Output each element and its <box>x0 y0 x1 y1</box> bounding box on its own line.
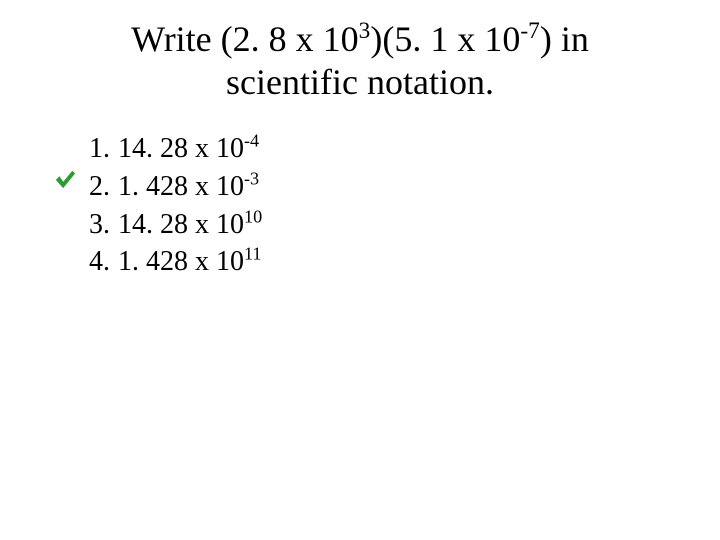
answer-exponent: -4 <box>244 131 259 151</box>
answer-text: 14. 28 x 1010 <box>118 206 262 244</box>
checkmark-icon <box>54 168 76 190</box>
answer-number: 1. <box>80 130 118 168</box>
answer-row: 2.1. 428 x 10-3 <box>50 168 262 206</box>
answer-exponent: 11 <box>244 244 262 264</box>
answer-mantissa: 14. 28 x 10 <box>118 133 244 164</box>
answer-marker <box>50 168 80 190</box>
answer-text: 1. 428 x 10-3 <box>118 168 259 206</box>
answer-text: 1. 428 x 1011 <box>118 243 262 281</box>
title-suffix: ) in <box>540 19 589 59</box>
title-prefix: Write (2. 8 x 10 <box>131 19 359 59</box>
title-line2: scientific notation. <box>226 62 494 102</box>
answer-exponent: -3 <box>244 168 259 188</box>
question-title: Write (2. 8 x 103)(5. 1 x 10-7) in scien… <box>0 18 720 104</box>
answer-mantissa: 1. 428 x 10 <box>118 171 244 202</box>
answer-text: 14. 28 x 10-4 <box>118 130 259 168</box>
answer-row: 1.14. 28 x 10-4 <box>50 130 262 168</box>
answer-row: 3.14. 28 x 1010 <box>50 206 262 244</box>
title-line1: Write (2. 8 x 103)(5. 1 x 10-7) in <box>131 19 589 59</box>
answer-number: 3. <box>80 206 118 244</box>
title-exp1: 3 <box>359 18 371 44</box>
answer-mantissa: 14. 28 x 10 <box>118 209 244 240</box>
answer-row: 4.1. 428 x 1011 <box>50 243 262 281</box>
answer-number: 2. <box>80 168 118 206</box>
answer-exponent: 10 <box>244 206 262 226</box>
title-exp2: -7 <box>520 18 540 44</box>
title-mid: )(5. 1 x 10 <box>370 19 520 59</box>
answer-list: 1.14. 28 x 10-42.1. 428 x 10-33.14. 28 x… <box>50 130 262 281</box>
slide: Write (2. 8 x 103)(5. 1 x 10-7) in scien… <box>0 0 720 540</box>
answer-number: 4. <box>80 243 118 281</box>
answer-mantissa: 1. 428 x 10 <box>118 246 244 277</box>
